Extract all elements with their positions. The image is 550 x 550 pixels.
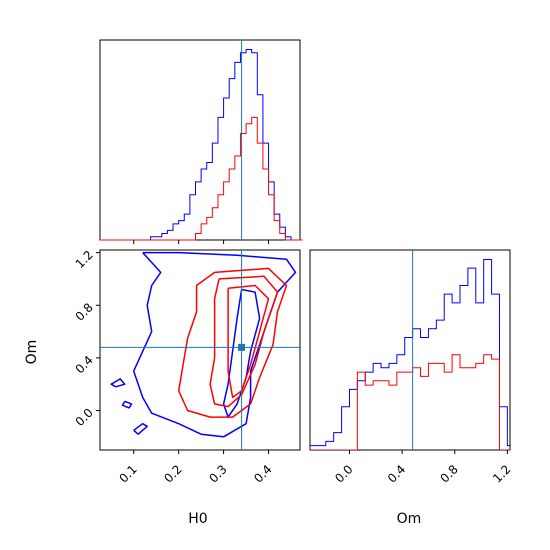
right-xtick-label-1: 0.4 xyxy=(385,462,408,485)
blue-contour-4 xyxy=(222,288,261,418)
red-contour-1 xyxy=(209,275,279,408)
contour-ytick-label-0: 0.0 xyxy=(73,406,96,429)
bottom-left-axes xyxy=(99,249,301,451)
right-xtick-label-3: 1.2 xyxy=(490,462,513,485)
red-contour-2 xyxy=(227,284,270,399)
contour-xtick-label-3: 0.4 xyxy=(251,462,274,485)
contour-xtick-label-0: 0.1 xyxy=(116,462,139,485)
blue-contour-2 xyxy=(133,422,148,435)
h0-histogram-series-0 xyxy=(100,49,303,241)
h0-histogram-panel xyxy=(100,40,303,244)
om-histogram-series-1 xyxy=(310,354,510,450)
h0-histogram-series-1 xyxy=(100,116,303,241)
h0-om-contour-panel: 0.1 0.2 0.3 0.4 0.0 0.4 0.8 1.2 xyxy=(73,248,300,486)
blue-contour-1 xyxy=(121,400,133,409)
right-xtick-label-0: 0.0 xyxy=(332,462,355,485)
contour-ytick-label-1: 0.4 xyxy=(73,353,96,376)
y-axis-label-om: Om xyxy=(24,340,40,365)
top-left-axes xyxy=(99,39,301,241)
contour-ytick-label-2: 0.8 xyxy=(73,300,96,323)
bottom-right-axes xyxy=(309,249,511,451)
right-xtick-label-2: 0.8 xyxy=(437,462,460,485)
contour-ytick-label-3: 1.2 xyxy=(73,248,96,271)
x-axis-label-om: Om xyxy=(397,511,422,527)
blue-contour-0 xyxy=(110,378,126,388)
truth-marker xyxy=(238,343,246,351)
contour-xtick-label-1: 0.2 xyxy=(161,462,184,485)
blue-contour-3 xyxy=(132,251,297,438)
red-contour-0 xyxy=(177,267,288,418)
x-axis-label-h0: H0 xyxy=(188,511,207,527)
contour-xtick-label-2: 0.3 xyxy=(206,462,229,485)
